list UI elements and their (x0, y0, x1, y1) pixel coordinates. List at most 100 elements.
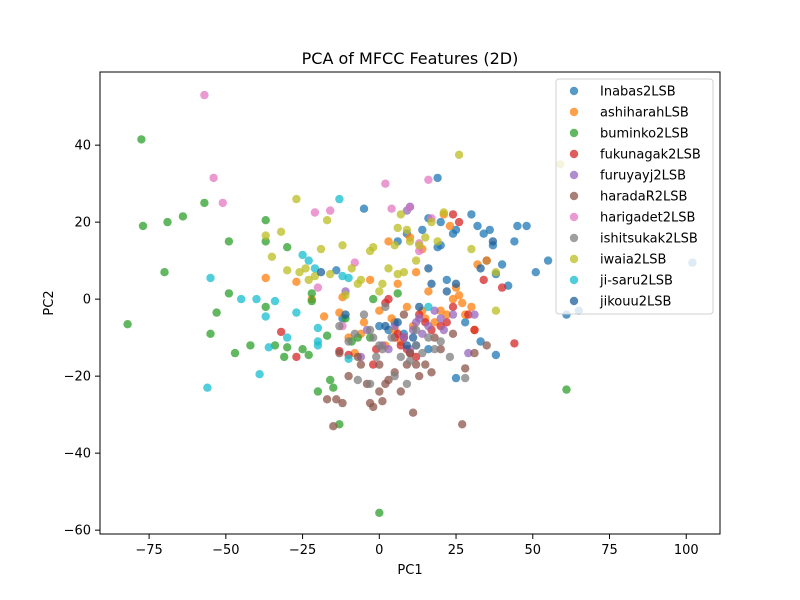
point-iwaia2lsb-19 (375, 287, 384, 296)
point-haradar2lsb-18 (411, 360, 421, 369)
point-ashiharahlsb-10 (387, 314, 396, 323)
legend-label: jikouu2LSB (599, 295, 671, 310)
point-ishitsukak2lsb-0 (335, 321, 344, 331)
point-ishitsukak2lsb-16 (411, 341, 421, 350)
series-haradar2lsb (322, 310, 491, 431)
x-tick-label: 75 (601, 543, 618, 558)
point-iwaia2lsb-8 (310, 271, 320, 281)
point-inabas2lsb-35 (461, 318, 470, 327)
legend-item-iwaia2lsb: iwaia2LSB (569, 253, 666, 268)
point-inabas2lsb-20 (513, 221, 522, 231)
point-jikouu2lsb-5 (408, 333, 418, 342)
point-iwaia2lsb-30 (421, 233, 430, 242)
point-jikouu2lsb-7 (427, 279, 436, 288)
point-iwaia2lsb-0 (261, 231, 270, 240)
point-iwaia2lsb-5 (295, 268, 304, 277)
point-fukunagak2lsb-8 (396, 341, 405, 350)
point-ishitsukak2lsb-7 (372, 352, 381, 362)
x-tick-label: −50 (212, 543, 239, 558)
point-ishitsukak2lsb-13 (396, 352, 405, 362)
point-buminko2lsb-15 (261, 302, 270, 312)
x-tick-label: 25 (448, 543, 465, 558)
point-iwaia2lsb-9 (316, 244, 326, 254)
point-iwaia2lsb-39 (396, 210, 405, 219)
point-haradar2lsb-30 (356, 360, 366, 369)
point-ashiharahlsb-21 (442, 310, 451, 319)
point-ashiharahlsb-8 (375, 306, 384, 315)
point-fukunagak2lsb-23 (510, 339, 519, 348)
point-buminko2lsb-20 (298, 345, 307, 354)
point-haradar2lsb-20 (421, 360, 430, 369)
point-buminko2lsb-13 (261, 216, 270, 225)
legend-item-ji-saru2lsb: ji-saru2LSB (569, 274, 673, 289)
point-buminko2lsb-18 (283, 243, 292, 252)
point-iwaia2lsb-35 (467, 244, 476, 254)
legend-label: harigadet2LSB (600, 211, 695, 226)
data-points (123, 90, 697, 517)
legend-marker (569, 296, 579, 306)
point-ashiharahlsb-15 (411, 268, 421, 277)
point-inabas2lsb-13 (485, 225, 494, 235)
point-inabas2lsb-9 (451, 225, 461, 235)
point-jikouu2lsb-8 (442, 287, 451, 296)
point-ashiharahlsb-6 (359, 318, 369, 327)
point-iwaia2lsb-14 (347, 264, 356, 273)
point-ji-saru2lsb-9 (292, 308, 301, 317)
point-harigadet2lsb-1 (209, 173, 218, 183)
point-haradar2lsb-19 (415, 371, 424, 381)
point-ji-saru2lsb-20 (424, 302, 433, 312)
point-haradar2lsb-29 (335, 348, 344, 358)
point-ishitsukak2lsb-5 (365, 325, 375, 335)
point-iwaia2lsb-1 (267, 252, 277, 261)
point-ashiharahlsb-20 (436, 306, 445, 315)
point-fukunagak2lsb-17 (448, 302, 458, 312)
point-fukunagak2lsb-4 (369, 360, 378, 369)
point-ishitsukak2lsb-14 (402, 379, 412, 389)
point-haradar2lsb-4 (344, 371, 353, 381)
point-ji-saru2lsb-18 (344, 354, 353, 363)
point-harigadet2lsb-14 (313, 283, 323, 292)
point-harigadet2lsb-7 (381, 179, 390, 188)
point-ishitsukak2lsb-2 (350, 329, 359, 338)
point-ashiharahlsb-19 (430, 318, 439, 327)
point-fukunagak2lsb-11 (411, 352, 421, 362)
y-tick-label: 0 (83, 293, 91, 308)
point-haradar2lsb-22 (430, 333, 439, 342)
point-furuyayj2lsb-15 (448, 310, 458, 319)
point-jikouu2lsb-1 (341, 310, 350, 319)
point-haradar2lsb-28 (482, 341, 491, 350)
point-buminko2lsb-22 (307, 289, 316, 298)
point-haradar2lsb-2 (332, 395, 341, 404)
point-buminko2lsb-2 (138, 221, 148, 231)
y-tick-label: −60 (64, 524, 91, 539)
x-axis-ticks: −75 −50 −25 0 25 50 75 100 (135, 534, 699, 558)
legend-label: iwaia2LSB (600, 253, 666, 268)
point-furuyayj2lsb-11 (424, 321, 433, 331)
legend-marker (569, 212, 579, 222)
point-iwaia2lsb-12 (338, 241, 347, 250)
legend-item-inabas2lsb: Inabas2LSB (569, 85, 676, 100)
point-ji-saru2lsb-11 (304, 256, 313, 265)
point-furuyayj2lsb-10 (418, 329, 427, 338)
point-haradar2lsb-3 (338, 398, 347, 408)
point-buminko2lsb-23 (307, 296, 316, 306)
point-haradar2lsb-16 (405, 348, 415, 358)
plot-area (99, 71, 721, 535)
legend-marker (569, 275, 579, 285)
point-inabas2lsb-0 (359, 204, 369, 213)
point-ishitsukak2lsb-21 (445, 352, 455, 362)
point-haradar2lsb-12 (384, 375, 393, 385)
point-ashiharahlsb-13 (402, 302, 412, 312)
series-iwaia2lsb (261, 150, 565, 315)
point-ishitsukak2lsb-4 (359, 310, 369, 319)
point-inabas2lsb-27 (375, 321, 384, 331)
point-fukunagak2lsb-22 (497, 283, 507, 292)
point-ashiharahlsb-18 (424, 287, 433, 296)
point-ji-saru2lsb-17 (344, 273, 353, 283)
chart-title: PCA of MFCC Features (2D) (302, 49, 519, 68)
point-fukunagak2lsb-7 (393, 329, 402, 338)
point-buminko2lsb-9 (224, 237, 234, 246)
point-ji-saru2lsb-5 (261, 312, 270, 321)
point-buminko2lsb-7 (206, 329, 215, 338)
x-axis-label: PC1 (397, 563, 422, 578)
